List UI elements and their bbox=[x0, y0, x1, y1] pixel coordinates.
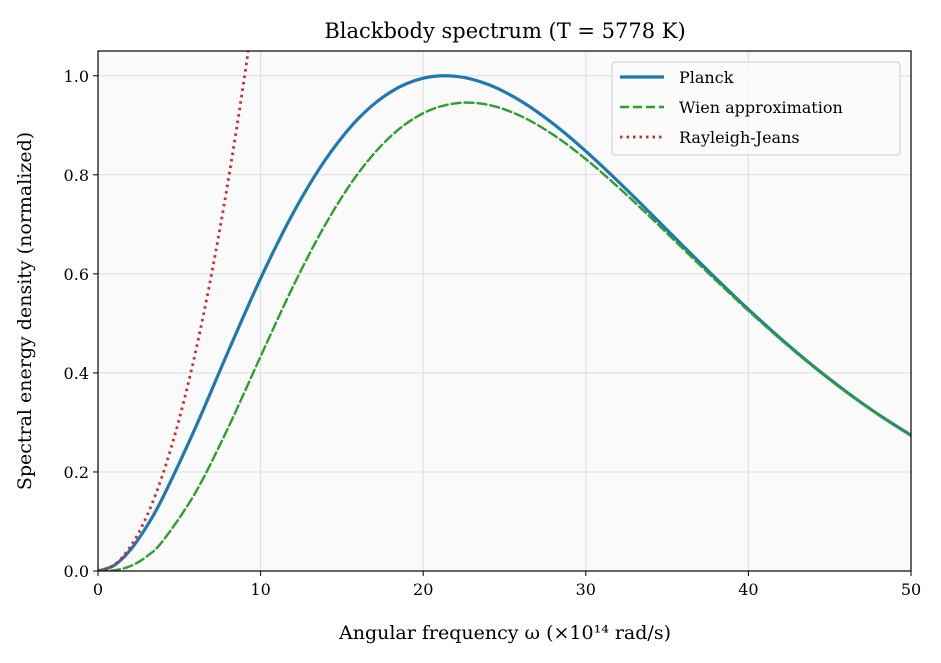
x-tick-label: 30 bbox=[576, 580, 596, 599]
legend-label-rayleigh-jeans: Rayleigh-Jeans bbox=[679, 128, 800, 147]
legend: Planck Wien approximation Rayleigh-Jeans bbox=[611, 61, 901, 156]
axes-frame bbox=[97, 50, 912, 572]
legend-label-wien-approximation: Wien approximation bbox=[679, 98, 843, 117]
x-tick-label: 20 bbox=[413, 580, 433, 599]
legend-box bbox=[611, 61, 901, 156]
y-tick-label: 1.0 bbox=[64, 67, 89, 86]
y-tick-label: 0.0 bbox=[64, 562, 89, 581]
grid bbox=[97, 51, 912, 572]
legend-label-planck: Planck bbox=[679, 68, 734, 87]
chart-title: Blackbody spectrum (T = 5778 K) bbox=[324, 19, 685, 43]
y-tick-label: 0.8 bbox=[64, 166, 89, 185]
series-line-planck bbox=[98, 74, 911, 571]
series-line-wien-approximation bbox=[98, 101, 911, 571]
x-tick-label: 10 bbox=[250, 580, 270, 599]
series-lines bbox=[98, 51, 911, 571]
x-tick-label: 50 bbox=[901, 580, 921, 599]
y-tick-label: 0.2 bbox=[64, 463, 89, 482]
x-tick-label: 0 bbox=[93, 580, 103, 599]
x-axis-label: Angular frequency ω (×10¹⁴ rad/s) bbox=[338, 622, 671, 644]
y-tick-label: 0.4 bbox=[64, 364, 89, 383]
ticks: 0 10 20 30 40 50 0.0 0.2 0.4 0.6 0.8 1.0 bbox=[64, 67, 922, 599]
series-line-rayleigh-jeans bbox=[98, 51, 250, 571]
y-tick-label: 0.6 bbox=[64, 265, 89, 284]
y-axis-label: Spectral energy density (normalized) bbox=[14, 132, 36, 490]
x-tick-label: 40 bbox=[738, 580, 758, 599]
